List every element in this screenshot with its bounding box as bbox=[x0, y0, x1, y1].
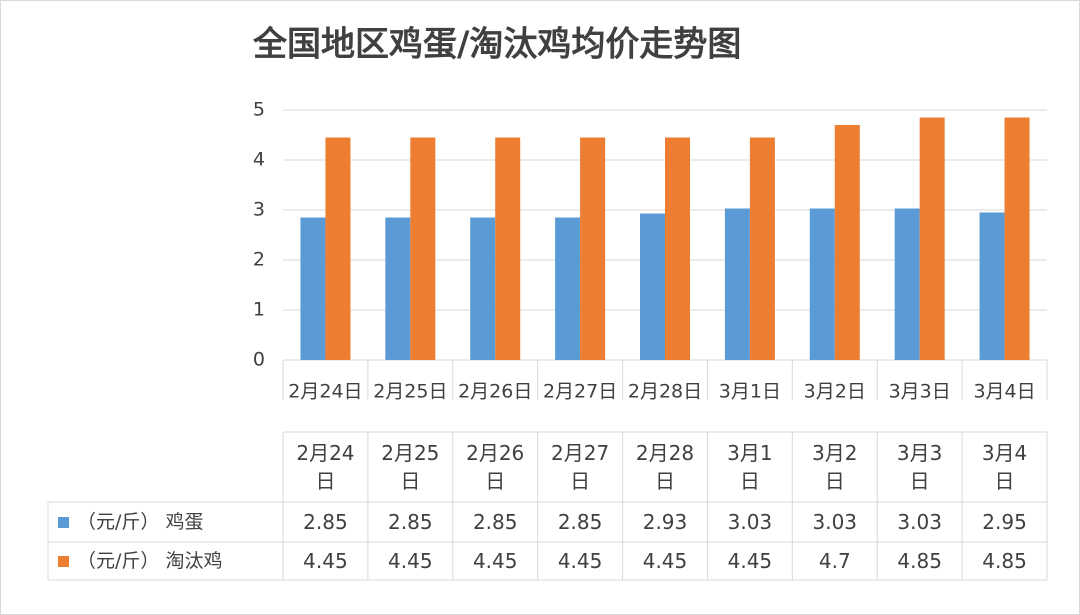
table-header: 3月1日 bbox=[727, 441, 773, 493]
bar bbox=[834, 125, 860, 360]
table-value: 4.45 bbox=[727, 549, 773, 573]
bar bbox=[410, 137, 436, 360]
table-value: 4.7 bbox=[818, 549, 851, 573]
y-tick-label: 0 bbox=[253, 349, 265, 371]
table-header: 2月25日 bbox=[381, 441, 440, 493]
bar bbox=[640, 213, 665, 360]
legend-entry: （元/斤） 鸡蛋 bbox=[48, 502, 283, 542]
table-value: 4.45 bbox=[557, 549, 603, 573]
x-tick-label: 2月26日 bbox=[458, 381, 532, 403]
x-tick-label: 2月27日 bbox=[543, 381, 617, 403]
chart-title: 全国地区鸡蛋/淘汰鸡均价走势图 bbox=[252, 25, 741, 65]
bar bbox=[555, 217, 581, 360]
table-header: 3月3日 bbox=[896, 441, 943, 493]
table-value: 4.45 bbox=[303, 549, 348, 573]
bar bbox=[495, 137, 521, 360]
legend-label: （元/斤） 淘汰鸡 bbox=[77, 550, 223, 572]
table-value: 3.03 bbox=[812, 510, 858, 534]
table-header: 2月27日 bbox=[551, 441, 610, 493]
bar bbox=[325, 137, 351, 360]
x-tick-label: 2月25日 bbox=[373, 381, 447, 403]
bar bbox=[724, 208, 750, 360]
bar bbox=[385, 217, 411, 360]
table-value: 4.45 bbox=[642, 549, 688, 573]
y-tick-label: 5 bbox=[253, 99, 265, 121]
x-tick-label: 3月3日 bbox=[889, 381, 951, 403]
bar bbox=[894, 208, 920, 360]
table-header: 2月26日 bbox=[466, 441, 525, 493]
table-value: 4.85 bbox=[982, 549, 1027, 573]
y-tick-label: 1 bbox=[253, 299, 265, 321]
bar bbox=[580, 137, 606, 360]
bar bbox=[919, 117, 945, 360]
table-value: 4.85 bbox=[897, 549, 942, 573]
legend-key bbox=[58, 516, 69, 528]
table-value: 2.85 bbox=[388, 510, 433, 534]
bar bbox=[1004, 117, 1030, 360]
table-header: 3月2日 bbox=[812, 441, 858, 493]
legend-key bbox=[58, 555, 69, 567]
legend-label: （元/斤） 鸡蛋 bbox=[77, 511, 204, 533]
bar bbox=[809, 208, 835, 360]
x-tick-label: 2月24日 bbox=[288, 381, 362, 403]
table-header: 2月24日 bbox=[296, 441, 355, 493]
table-header: 3月4日 bbox=[981, 441, 1028, 493]
legend-entry: （元/斤） 淘汰鸡 bbox=[48, 542, 283, 580]
bar bbox=[300, 217, 326, 360]
table-value: 4.45 bbox=[472, 549, 518, 573]
table-header: 2月28日 bbox=[635, 441, 695, 493]
table-value: 3.03 bbox=[727, 510, 773, 534]
y-tick-label: 4 bbox=[253, 149, 265, 171]
table-value: 2.85 bbox=[472, 510, 518, 534]
table-value: 3.03 bbox=[897, 510, 942, 534]
table-value: 2.93 bbox=[642, 510, 688, 534]
x-tick-label: 3月1日 bbox=[719, 381, 781, 403]
x-tick-label: 3月4日 bbox=[973, 381, 1035, 403]
x-tick-label: 3月2日 bbox=[804, 381, 866, 403]
bar bbox=[979, 212, 1005, 360]
table-value: 2.85 bbox=[557, 510, 603, 534]
table-value: 2.95 bbox=[982, 510, 1027, 534]
table-value: 2.85 bbox=[303, 510, 348, 534]
y-tick-label: 3 bbox=[253, 199, 265, 221]
bar bbox=[749, 137, 775, 360]
bar bbox=[470, 217, 496, 360]
y-tick-label: 2 bbox=[253, 249, 265, 271]
x-tick-label: 2月28日 bbox=[628, 381, 702, 403]
table-value: 4.45 bbox=[388, 549, 433, 573]
bar bbox=[665, 137, 690, 360]
